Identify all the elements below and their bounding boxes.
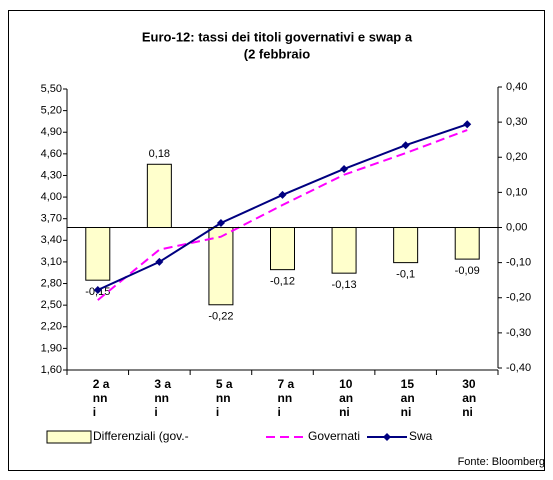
x-tick-label: 7 anni: [277, 377, 295, 419]
x-tick-label: 2 anni: [92, 377, 110, 419]
y-tick-label: 4,60: [41, 148, 62, 160]
y2-tick-label: -0,40: [506, 362, 531, 374]
y-tick-label: 2,80: [41, 277, 62, 289]
data-label: -0,13: [332, 279, 357, 291]
y-tick-label: 3,10: [41, 256, 62, 268]
legend-label: Governati: [308, 429, 360, 443]
legend-swatch: [46, 430, 92, 444]
y-tick-label: 3,40: [41, 234, 62, 246]
source: Fonte: Bloomberg: [458, 456, 545, 468]
bar: [393, 227, 419, 264]
x-tick-label: 10 anni: [339, 377, 354, 419]
data-label: 0,18: [149, 148, 170, 160]
bar: [85, 227, 111, 281]
bar: [270, 227, 295, 271]
y-tick-label: 2,20: [41, 321, 62, 333]
marker: [216, 219, 225, 228]
x-tick-label: 15 anni: [400, 377, 415, 419]
y2-tick-label: -0,10: [506, 257, 531, 269]
chart-title: Euro-12: tassi dei titoli governativi e …: [142, 29, 413, 44]
chart-subtitle: (2 febbraio: [244, 46, 311, 61]
data-label: -0,09: [455, 265, 480, 277]
marker: [401, 141, 410, 150]
legend-marker: [383, 433, 391, 441]
marker: [340, 164, 349, 173]
marker: [463, 120, 472, 129]
data-label: -0,22: [208, 311, 233, 323]
bar: [454, 227, 480, 260]
y-tick-label: 3,70: [41, 213, 62, 225]
marker: [278, 190, 287, 199]
y-tick-label: 5,20: [41, 105, 62, 117]
data-label: -0,12: [270, 276, 295, 288]
bar: [331, 227, 357, 274]
bar: [146, 163, 172, 228]
x-tick-label: 30 anni: [462, 377, 477, 419]
y2-tick-label: 0,20: [506, 151, 527, 163]
y-tick-label: 1,90: [41, 342, 62, 354]
marker: [93, 286, 102, 295]
x-tick-label: 3 anni: [154, 377, 172, 419]
y2-tick-label: 0,10: [506, 186, 527, 198]
y2-tick-label: 0,30: [506, 116, 527, 128]
data-label: -0,1: [396, 269, 415, 281]
y2-tick-label: -0,20: [506, 292, 531, 304]
line: [97, 129, 468, 301]
y-tick-label: 2,50: [41, 299, 62, 311]
y2-tick-label: -0,30: [506, 327, 531, 339]
y-tick-label: 1,60: [41, 364, 62, 376]
bar: [208, 227, 234, 306]
y-tick-label: 4,90: [41, 126, 62, 138]
y2-tick-label: 0,40: [506, 81, 527, 93]
y-tick-label: 4,30: [41, 169, 62, 181]
legend-label: Differenziali (gov.-: [93, 429, 189, 443]
y2-tick-label: 0,00: [506, 221, 527, 233]
legend-label: Swa: [409, 429, 433, 443]
y-tick-label: 5,50: [41, 83, 62, 95]
marker: [155, 257, 164, 266]
y-tick-label: 4,00: [41, 191, 62, 203]
x-tick-label: 5 anni: [215, 377, 233, 419]
